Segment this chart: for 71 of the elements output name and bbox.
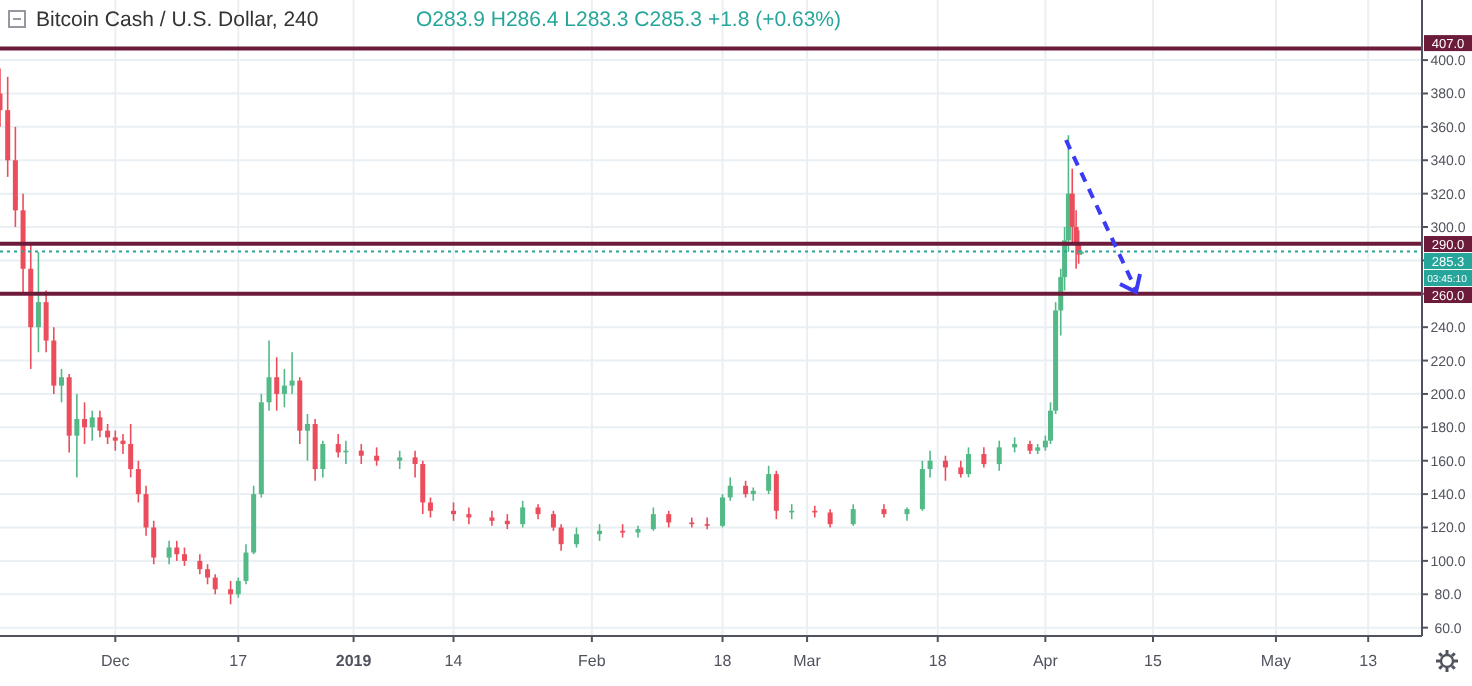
candlestick <box>151 520 157 566</box>
candlestick <box>235 576 241 599</box>
candlestick <box>274 356 280 412</box>
annotation: O283.9 H286.4 L283.3 C285.3 +1.8 (+0.63%) <box>416 8 841 32</box>
candlestick <box>689 516 695 529</box>
candlestick <box>550 510 556 532</box>
candlestick <box>243 543 249 586</box>
x-tick-label: 18 <box>928 652 948 670</box>
candlestick <box>166 540 172 566</box>
candlestick <box>397 449 403 470</box>
candlestick <box>212 573 218 596</box>
candlestick <box>927 449 933 479</box>
candlestick <box>704 516 710 530</box>
candlestick <box>966 446 971 479</box>
candlestick <box>520 499 526 529</box>
candlestick <box>35 251 41 354</box>
x-tick-label: 17 <box>229 652 249 670</box>
candlestick <box>112 429 118 452</box>
candlestick <box>650 506 656 532</box>
candlestick <box>197 553 203 576</box>
candlestick <box>420 459 426 515</box>
x-tick-label: 15 <box>1144 652 1163 670</box>
candlestick <box>89 409 95 442</box>
candlestick <box>228 580 234 606</box>
x-tick-label: Feb <box>578 652 607 670</box>
x-tick-label: 18 <box>713 652 733 670</box>
candlestick <box>304 413 310 462</box>
candlestick <box>335 433 341 459</box>
x-tick-label: 14 <box>444 652 464 670</box>
candlestick <box>773 469 779 520</box>
candlestick <box>720 493 726 529</box>
x-tick-label: Apr <box>1032 652 1059 670</box>
chart-title: Bitcoin Cash / U.S. Dollar, 240 <box>36 8 319 32</box>
candlestick <box>82 401 88 445</box>
candlestick <box>43 289 49 354</box>
candlestick <box>281 368 287 409</box>
candlestick <box>427 496 433 519</box>
candlestick <box>942 454 948 482</box>
x-tick-label: Dec <box>101 652 130 670</box>
candlestick <box>174 540 180 562</box>
candlestick <box>135 459 141 504</box>
candlestick <box>850 503 856 527</box>
candlestick <box>558 523 564 552</box>
candlestick <box>766 464 772 495</box>
x-tick-label: Mar <box>793 652 822 670</box>
candlestick <box>289 351 295 395</box>
candlestick <box>919 459 925 512</box>
candlestick <box>412 449 418 479</box>
candlestick <box>374 446 380 467</box>
x-tick-label: May <box>1260 652 1292 670</box>
candlestick <box>996 439 1002 472</box>
candlestick <box>128 423 134 479</box>
candlestick <box>266 339 272 412</box>
candlestick <box>97 409 103 439</box>
candlestick <box>205 563 211 586</box>
x-tick-label: 2019 <box>335 652 373 670</box>
candlestick <box>727 476 733 502</box>
candlestick <box>105 423 111 445</box>
candlestick <box>312 418 318 482</box>
candlestick <box>143 484 149 537</box>
candlestick <box>320 439 326 479</box>
candlestick <box>358 443 364 465</box>
candlestick <box>489 510 495 527</box>
candlestick <box>981 446 987 469</box>
candlestick <box>74 393 80 479</box>
candlestick <box>827 508 833 529</box>
x-tick-label: 13 <box>1359 652 1379 670</box>
candlestick <box>573 526 579 549</box>
candlestick <box>181 546 187 567</box>
candlestick <box>58 368 64 404</box>
candlestick <box>51 326 57 395</box>
